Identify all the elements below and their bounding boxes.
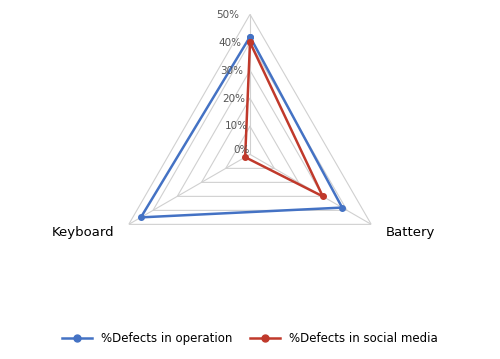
Text: 50%: 50% [216, 10, 239, 20]
Text: Keyboard: Keyboard [52, 226, 114, 239]
%Defects in operation [247, 34, 253, 39]
Text: 20%: 20% [222, 94, 246, 103]
Text: 10%: 10% [225, 121, 248, 131]
%Defects in operation [247, 34, 253, 39]
Legend: %Defects in operation, %Defects in social media: %Defects in operation, %Defects in socia… [58, 327, 442, 350]
Text: 30%: 30% [220, 66, 244, 76]
%Defects in social media [247, 40, 253, 45]
Text: Battery: Battery [386, 226, 435, 239]
Line: %Defects in operation: %Defects in operation [138, 34, 345, 220]
Text: 40%: 40% [218, 38, 241, 48]
%Defects in social media [242, 155, 248, 159]
%Defects in operation [138, 215, 144, 220]
%Defects in social media [247, 40, 253, 45]
%Defects in social media [320, 194, 326, 199]
Text: 0%: 0% [234, 145, 250, 155]
%Defects in operation [339, 205, 345, 210]
Line: %Defects in social media: %Defects in social media [242, 39, 326, 199]
